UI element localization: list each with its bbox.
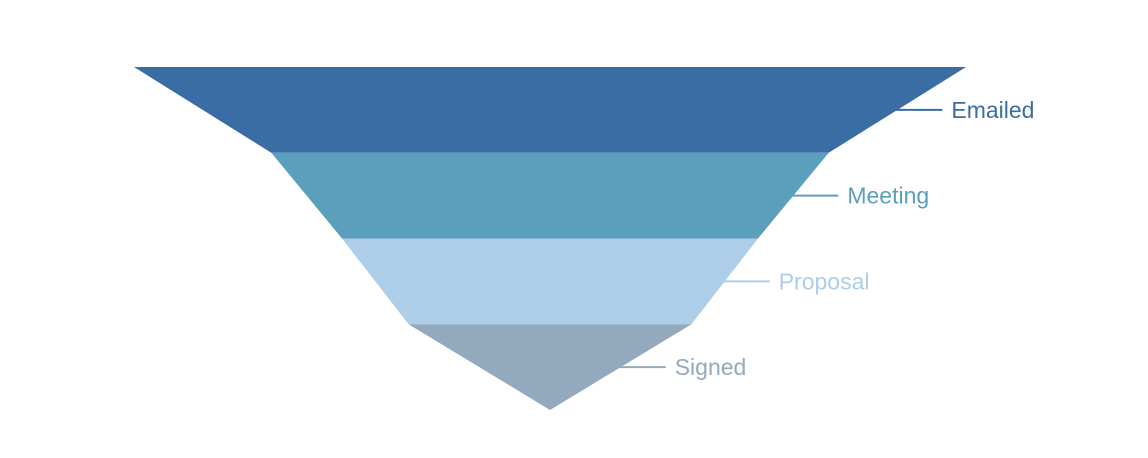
funnel-label-signed: Signed	[675, 354, 747, 380]
funnel-label-meeting: Meeting	[847, 183, 929, 209]
funnel-segment-signed[interactable]	[408, 324, 692, 410]
funnel-segment-proposal[interactable]	[342, 238, 758, 325]
funnel-label-proposal: Proposal	[779, 268, 870, 294]
funnel-segment-emailed[interactable]	[134, 67, 966, 153]
funnel-segment-meeting[interactable]	[271, 152, 829, 239]
funnel-label-emailed: Emailed	[951, 97, 1034, 123]
